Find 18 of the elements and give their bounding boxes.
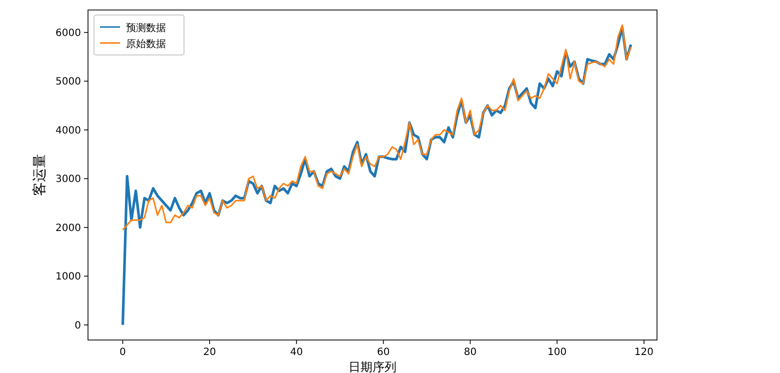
y-tick-label: 0 (74, 320, 81, 332)
x-tick-label: 80 (464, 347, 477, 358)
y-axis-title: 客运量 (32, 154, 48, 196)
y-tick-label: 1000 (56, 272, 81, 283)
x-tick-label: 40 (290, 347, 303, 358)
y-tick-label: 2000 (56, 222, 81, 234)
x-tick-label: 60 (376, 347, 390, 358)
x-tick-label: 0 (120, 347, 126, 358)
x-tick-label: 120 (634, 347, 654, 358)
y-tick-label: 6000 (56, 28, 81, 39)
x-tick-label: 100 (548, 347, 567, 358)
y-tick-label: 4000 (56, 125, 81, 136)
x-tick-label: 20 (203, 347, 216, 358)
legend-label: 原始数据 (126, 38, 166, 50)
legend-label: 预测数据 (126, 22, 166, 34)
x-axis-title: 日期序列 (348, 360, 396, 373)
y-tick-label: 3000 (56, 174, 81, 186)
y-tick-label: 5000 (56, 76, 81, 88)
